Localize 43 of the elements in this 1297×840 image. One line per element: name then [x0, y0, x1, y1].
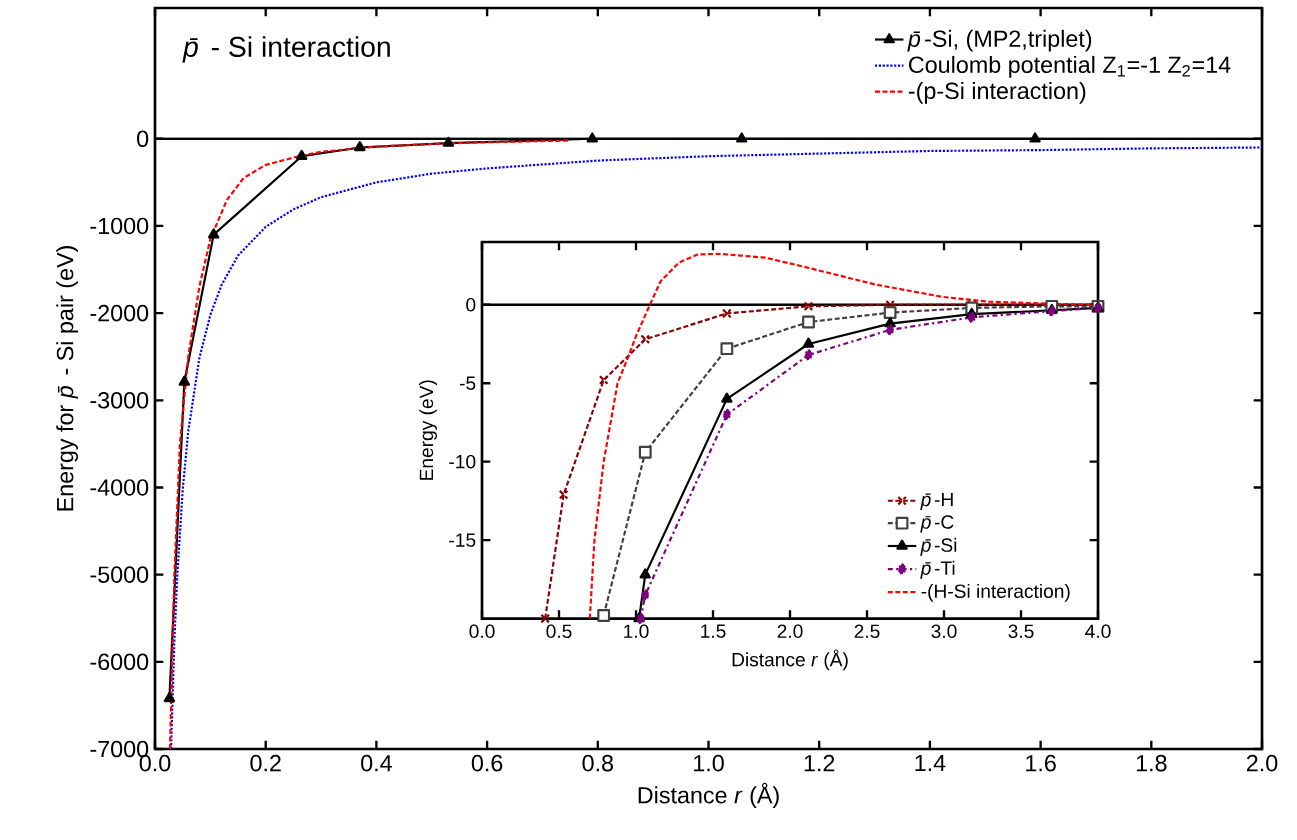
legend-label: -(H-Si interaction): [921, 583, 1070, 602]
legend-label: p̄-Si: [920, 537, 957, 556]
x-tick-label: 2.0: [777, 624, 803, 639]
y-tick-label: -6000: [90, 653, 149, 671]
x-tick-label: 1.2: [804, 754, 835, 772]
y-tick-label: 0: [137, 130, 149, 148]
y-tick-label: -2000: [90, 304, 149, 322]
x-tick-label: 0.2: [250, 754, 281, 772]
x-tick-label: 1.5: [701, 624, 726, 638]
x-tick-label: 3.0: [931, 624, 957, 639]
legend-label: Coulomb potential Z$_{1}$=-1 Z$_{2}$=14: [909, 55, 1231, 78]
x-axis-title: Distance r (Å): [732, 649, 848, 671]
x-tick-label: 2.5: [854, 624, 880, 639]
legend-label: p̄-Ti: [920, 560, 955, 579]
y-tick-label: -15: [449, 533, 476, 547]
y-tick-label: 0: [466, 297, 476, 312]
y-tick-label: -3000: [90, 392, 149, 409]
legend-label: -(p-Si interaction): [908, 81, 1086, 104]
y-axis-title: Energy (eV): [419, 380, 437, 480]
y-tick-label: -5: [459, 376, 476, 390]
y-tick-label: -1000: [90, 217, 149, 235]
text: p̄ - Si interaction: [182, 36, 390, 63]
x-tick-label: 0.0: [469, 624, 495, 639]
x-tick-label: 3.5: [1008, 624, 1034, 639]
x-tick-label: 1.6: [1026, 754, 1056, 772]
x-tick-label: 0.8: [582, 754, 614, 772]
x-tick-label: 1.4: [915, 754, 946, 771]
y-tick-label: -4000: [90, 479, 149, 496]
x-tick-label: 1.0: [624, 624, 649, 639]
x-tick-label: 0.5: [546, 624, 572, 639]
legend-label: p̄-Si, (MP2,triplet): [907, 29, 1092, 52]
x-tick-label: 0.4: [361, 754, 392, 772]
x-tick-label: 2.0: [1246, 754, 1278, 772]
y-axis-title: Energy for p̄ - Si pair (eV): [56, 246, 78, 511]
y-tick-label: -5000: [90, 566, 149, 583]
legend-label: p̄-H: [920, 492, 953, 511]
x-tick-label: 1.0: [694, 754, 724, 772]
legend-label: p̄-C: [920, 515, 954, 533]
x-tick-label: 0.6: [471, 754, 503, 772]
x-tick-label: 4.0: [1085, 624, 1111, 639]
y-tick-label: -10: [449, 454, 476, 469]
x-tick-label: 1.8: [1136, 754, 1167, 772]
x-axis-title: Distance r (Å): [638, 782, 779, 809]
